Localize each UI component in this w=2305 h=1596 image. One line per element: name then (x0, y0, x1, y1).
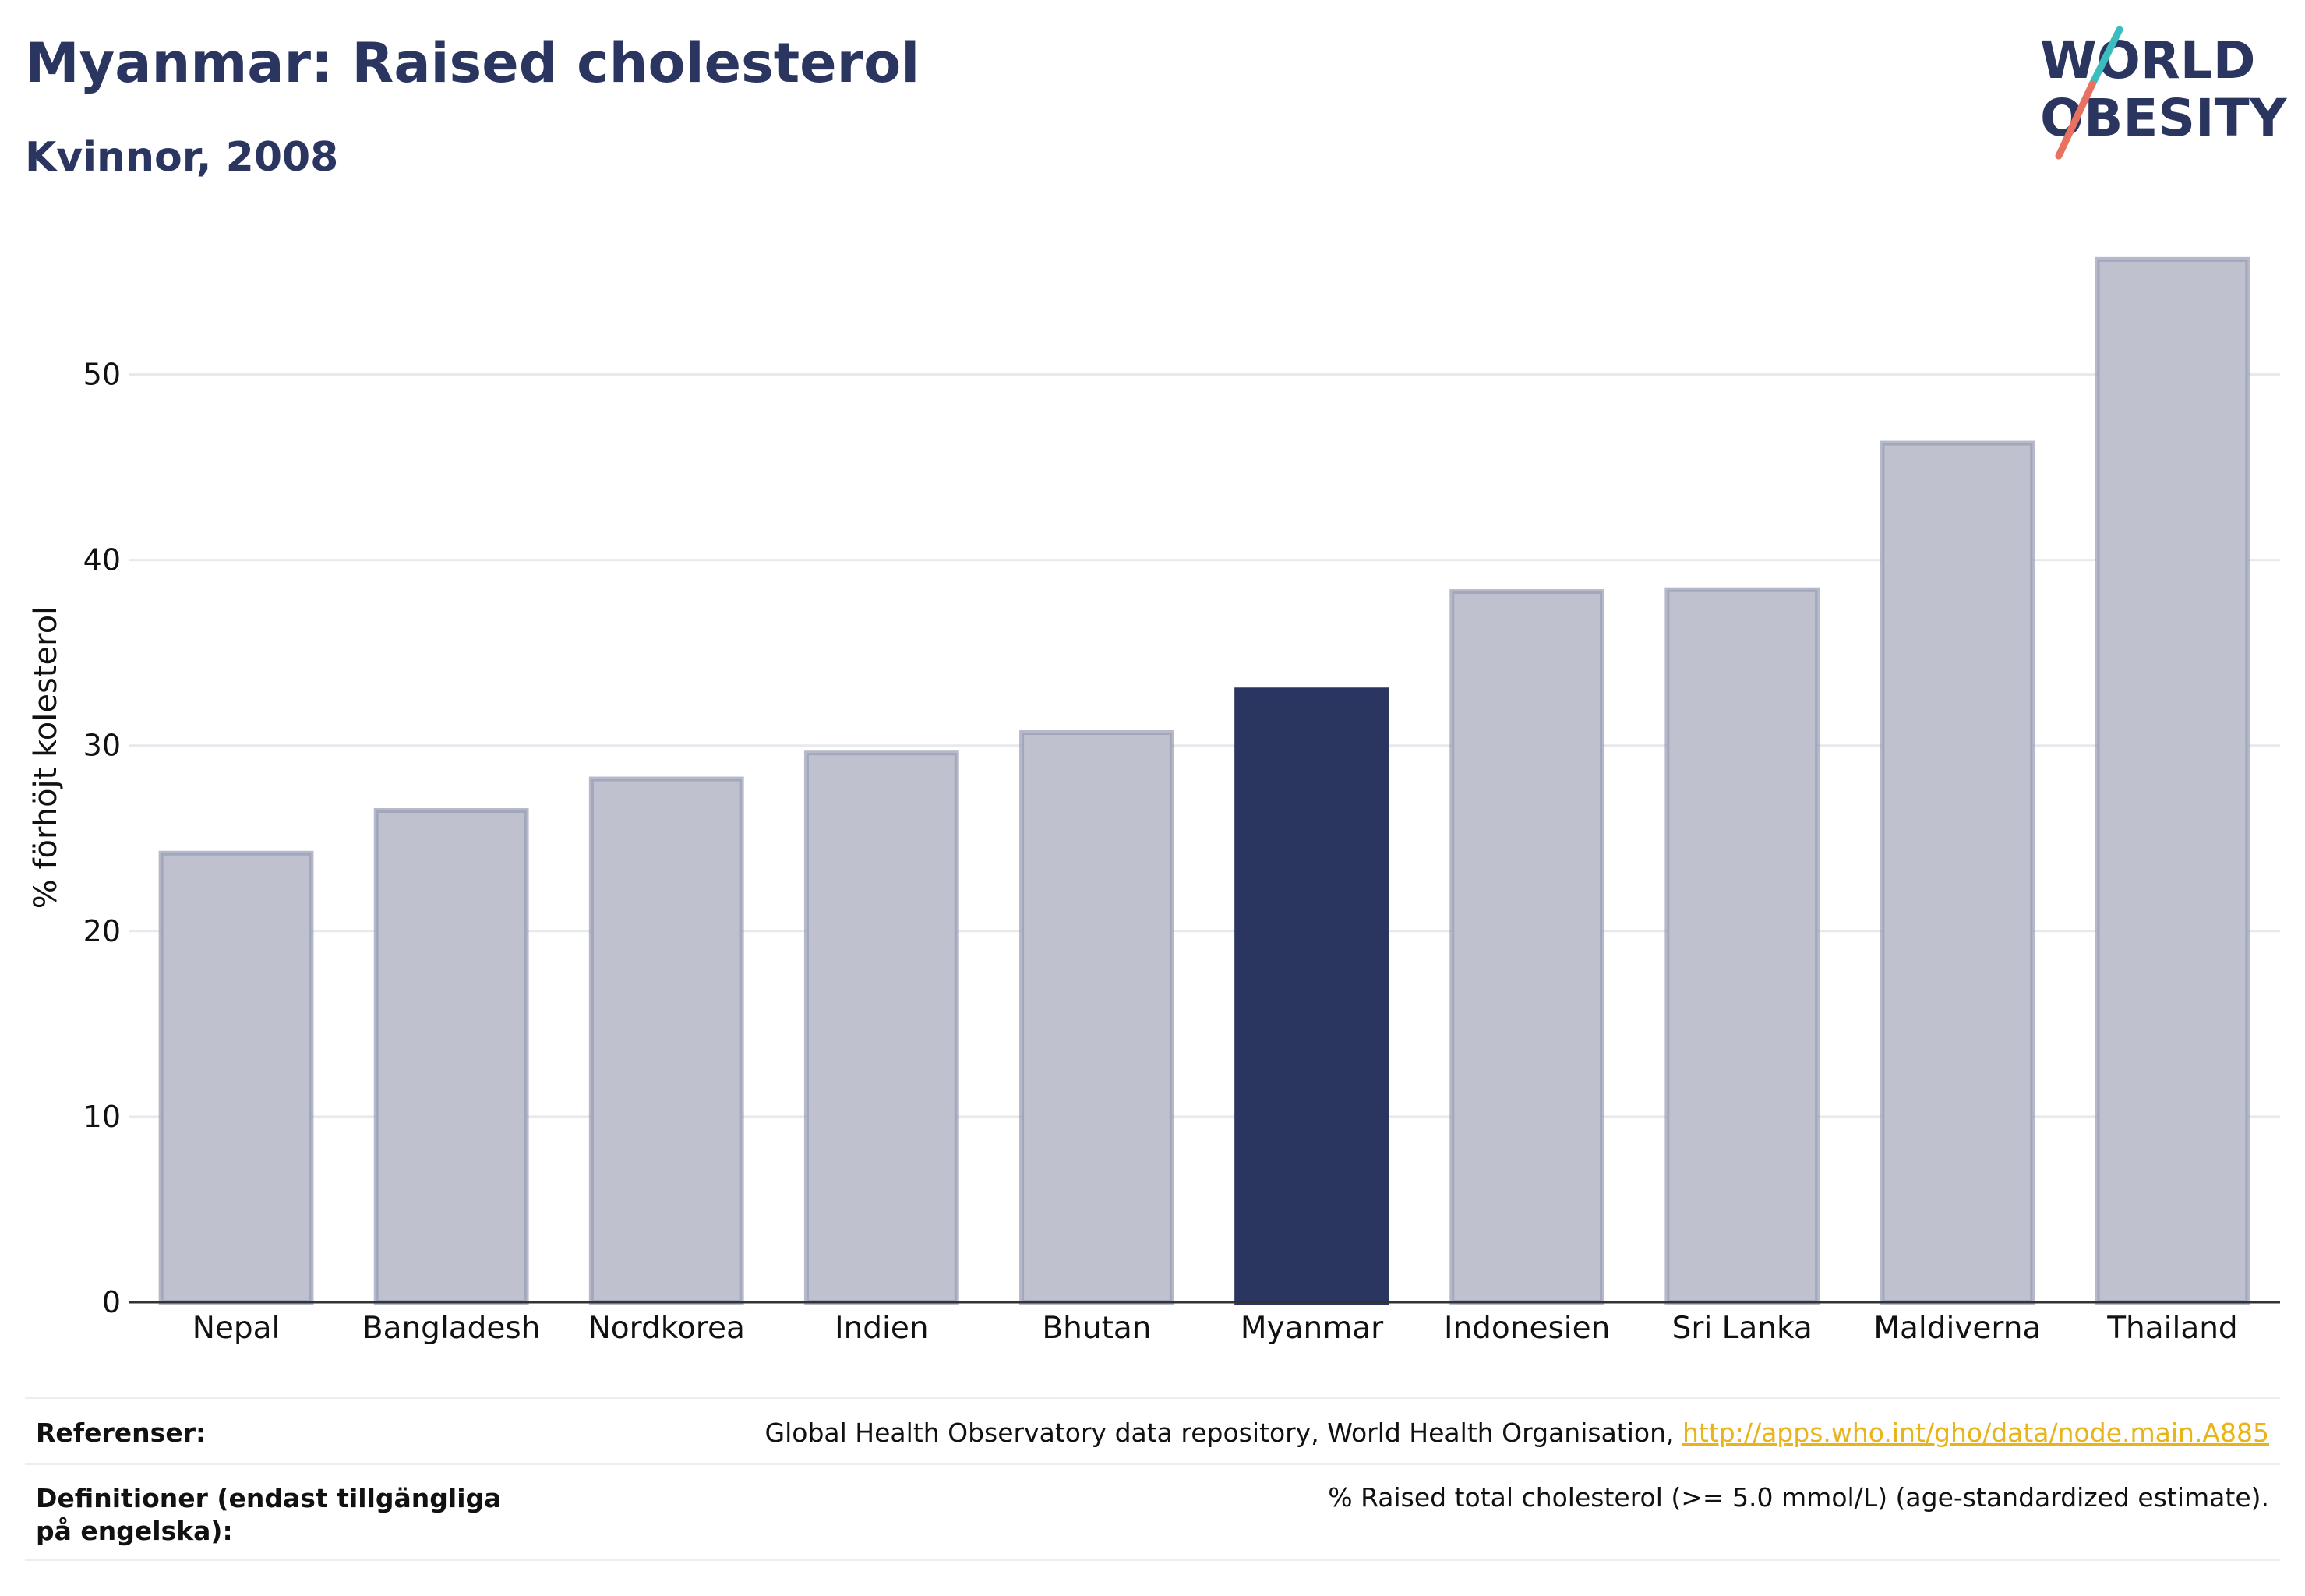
x-tick-labels: Nepal Bangladesh Nordkorea Indien Bhutan Myan… (192, 1311, 2238, 1346)
bar-maldiverna[interactable] (1880, 440, 2035, 1305)
x-tick-label: Bhutan (1042, 1311, 1151, 1346)
x-tick-label: Bangladesh (362, 1311, 541, 1346)
reference-label: Referenser: (36, 1418, 206, 1448)
y-tick-label: 0 (102, 1285, 121, 1319)
x-tick-label: Sri Lanka (1672, 1311, 1813, 1346)
bar-nepal[interactable] (158, 850, 314, 1305)
x-tick-label: Myanmar (1241, 1311, 1384, 1346)
x-tick-label: Nepal (192, 1311, 281, 1346)
x-tick-label: Indonesien (1444, 1311, 1610, 1346)
reference-text: Global Health Observatory data repositor… (764, 1418, 1682, 1448)
logo-world-text: WORLD (2040, 30, 2256, 90)
bar-sri-lanka[interactable] (1664, 587, 1820, 1305)
reference-value: Global Health Observatory data repositor… (765, 1418, 2269, 1448)
bar-myanmar[interactable] (1234, 687, 1389, 1305)
logo-teal-slash (2088, 26, 2123, 88)
reference-link[interactable]: http://apps.who.int/gho/data/node.main.A… (1682, 1418, 2269, 1448)
bars (158, 256, 2250, 1305)
x-tick-label: Thailand (2106, 1311, 2237, 1346)
bar-nordkorea[interactable] (588, 776, 744, 1305)
y-tick-label: 10 (83, 1100, 121, 1134)
reference-table: Referenser: Global Health Observatory da… (25, 1396, 2280, 1561)
x-tick-label: Indien (835, 1311, 929, 1346)
chart-title: Myanmar: Raised cholesterol (25, 31, 920, 95)
bar-thailand[interactable] (2095, 256, 2250, 1305)
definition-row: Definitioner (endast tillgängliga på eng… (25, 1463, 2280, 1561)
reference-row: Referenser: Global Health Observatory da… (25, 1396, 2280, 1463)
x-tick-label: Maldiverna (1873, 1311, 2041, 1346)
bar-indien[interactable] (803, 750, 959, 1305)
bar-chart: 0 10 20 30 40 50 Nepal Bangladesh Nordkorea Indi… (28, 256, 2280, 1346)
world-obesity-logo: WORLD OBESITY (2040, 26, 2288, 160)
y-tick-label: 20 (83, 914, 121, 948)
logo-obesity-text: OBESITY (2040, 88, 2288, 148)
y-tick-labels: 0 10 20 30 40 50 (83, 357, 121, 1319)
chart-subtitle: Kvinnor, 2008 (25, 134, 339, 181)
definition-value: % Raised total cholesterol (>= 5.0 mmol/… (1328, 1482, 2269, 1513)
bar-indonesien[interactable] (1449, 589, 1605, 1305)
x-tick-label: Nordkorea (588, 1311, 745, 1346)
y-tick-label: 50 (83, 357, 121, 391)
bar-bangladesh[interactable] (373, 808, 529, 1305)
bar-bhutan[interactable] (1019, 730, 1174, 1305)
logo-coral-slash (2055, 80, 2096, 160)
y-axis-label: % förhöjt kolesterol (28, 606, 64, 909)
y-tick-label: 30 (83, 729, 121, 763)
definition-label: Definitioner (endast tillgängliga på eng… (36, 1483, 502, 1546)
y-tick-label: 40 (83, 543, 121, 577)
